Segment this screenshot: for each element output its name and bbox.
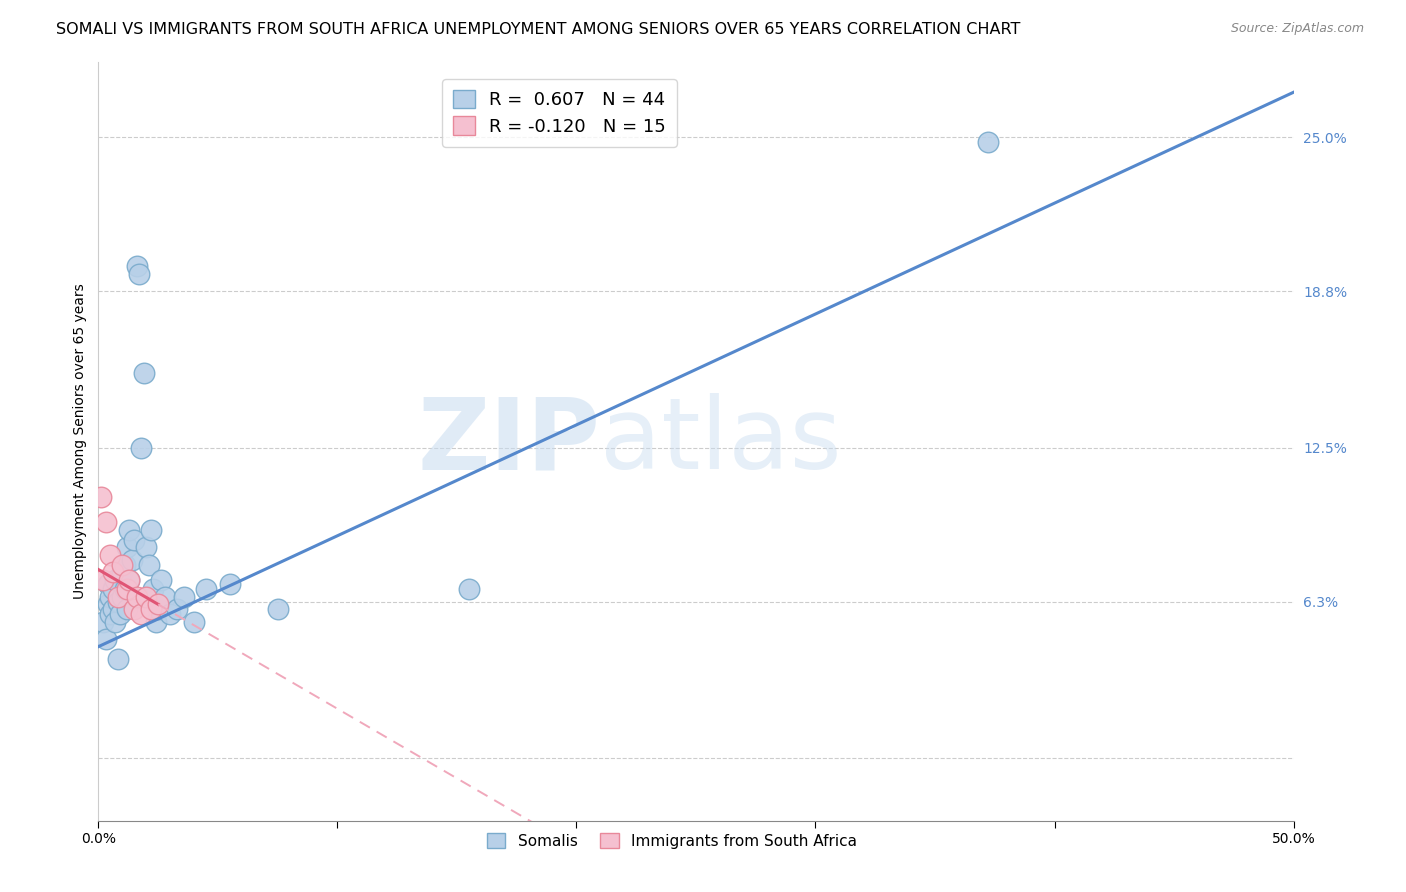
Point <box>124 602 146 616</box>
Point <box>104 615 127 629</box>
Point <box>98 607 122 622</box>
Point <box>132 366 155 380</box>
Point <box>267 602 290 616</box>
Point <box>118 573 141 587</box>
Point <box>128 267 150 281</box>
Point <box>104 573 127 587</box>
Point <box>114 582 136 597</box>
Point <box>101 582 124 597</box>
Point <box>135 590 157 604</box>
Point <box>121 552 143 566</box>
Point <box>148 602 170 616</box>
Text: Source: ZipAtlas.com: Source: ZipAtlas.com <box>1230 22 1364 36</box>
Text: ZIP: ZIP <box>418 393 600 490</box>
Point <box>124 533 146 547</box>
Point <box>114 558 136 572</box>
Point <box>108 607 131 622</box>
Point <box>219 577 242 591</box>
Point <box>115 582 138 597</box>
Point <box>107 590 129 604</box>
Point <box>131 607 153 622</box>
Point <box>142 582 165 597</box>
Point <box>139 523 162 537</box>
Point <box>118 523 141 537</box>
Point <box>91 573 114 587</box>
Text: atlas: atlas <box>600 393 842 490</box>
Point <box>145 615 167 629</box>
Point <box>115 602 138 616</box>
Point <box>131 441 153 455</box>
Point <box>139 602 162 616</box>
Point <box>458 582 481 597</box>
Point <box>118 573 141 587</box>
Point <box>111 590 134 604</box>
Point <box>101 602 124 616</box>
Point <box>90 491 112 505</box>
Point <box>111 565 134 579</box>
Point <box>138 558 160 572</box>
Point <box>115 540 138 554</box>
Point <box>125 590 148 604</box>
Point <box>148 598 170 612</box>
Point <box>101 565 124 579</box>
Point <box>107 652 129 666</box>
Point <box>111 558 134 572</box>
Point <box>125 260 148 274</box>
Point <box>166 602 188 616</box>
Point <box>107 595 129 609</box>
Point <box>976 135 998 149</box>
Text: SOMALI VS IMMIGRANTS FROM SOUTH AFRICA UNEMPLOYMENT AMONG SENIORS OVER 65 YEARS : SOMALI VS IMMIGRANTS FROM SOUTH AFRICA U… <box>56 22 1021 37</box>
Legend: Somalis, Immigrants from South Africa: Somalis, Immigrants from South Africa <box>481 827 863 855</box>
Point <box>155 590 177 604</box>
Point <box>91 615 114 629</box>
Point <box>97 577 120 591</box>
Point <box>94 632 117 647</box>
Point <box>135 540 157 554</box>
Point <box>183 615 205 629</box>
Point <box>94 516 117 530</box>
Point <box>173 590 195 604</box>
Point <box>97 598 120 612</box>
Point <box>98 548 122 562</box>
Point <box>98 590 122 604</box>
Y-axis label: Unemployment Among Seniors over 65 years: Unemployment Among Seniors over 65 years <box>73 284 87 599</box>
Point <box>195 582 218 597</box>
Point <box>159 607 181 622</box>
Point <box>149 573 172 587</box>
